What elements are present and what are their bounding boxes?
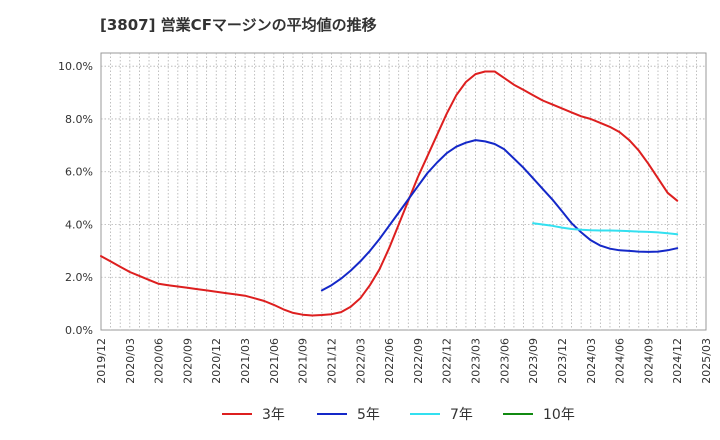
x-tick-label: 2022/03 xyxy=(354,338,367,384)
x-tick-label: 2021/12 xyxy=(325,338,338,384)
legend-label: 7年 xyxy=(450,407,473,423)
y-tick-label: 6.0% xyxy=(65,166,93,179)
x-tick-label: 2022/12 xyxy=(441,338,454,384)
y-tick-label: 8.0% xyxy=(65,113,93,126)
x-tick-label: 2024/09 xyxy=(642,338,655,384)
series-line xyxy=(320,139,679,292)
x-tick-label: 2019/12 xyxy=(95,338,108,384)
x-tick-label: 2023/06 xyxy=(498,338,511,384)
x-tick-label: 2025/03 xyxy=(700,338,713,384)
series-line xyxy=(532,222,679,236)
x-tick-label: 2023/03 xyxy=(470,338,483,384)
x-tick-label: 2021/06 xyxy=(268,338,281,384)
x-tick-label: 2023/09 xyxy=(527,338,540,384)
x-tick-label: 2022/09 xyxy=(412,338,425,384)
y-tick-label: 10.0% xyxy=(58,60,93,73)
y-tick-label: 4.0% xyxy=(65,218,93,231)
x-tick-label: 2020/12 xyxy=(210,338,223,384)
series-group xyxy=(100,70,679,317)
x-axis: 2019/12 2020/03 2020/06 2020/09 2020/12 2021/… xyxy=(95,338,713,384)
x-tick-label: 2024/03 xyxy=(585,338,598,384)
x-tick-label: 2024/12 xyxy=(671,338,684,384)
plot-area xyxy=(100,52,707,331)
x-tick-label: 2023/12 xyxy=(556,338,569,384)
chart-title: [3807] 営業CFマージンの平均値の推移 xyxy=(100,16,377,34)
legend: 3年 5年 7年 10年 xyxy=(222,407,575,423)
x-tick-label: 2021/03 xyxy=(239,338,252,384)
x-tick-label: 2022/06 xyxy=(383,338,396,384)
x-tick-label: 2020/03 xyxy=(124,338,137,384)
grid xyxy=(101,53,706,330)
legend-label: 10年 xyxy=(543,407,575,423)
y-tick-label: 2.0% xyxy=(65,271,93,284)
x-tick-label: 2024/06 xyxy=(614,338,627,384)
legend-label: 3年 xyxy=(262,407,285,423)
y-axis: 0.0% 2.0% 4.0% 6.0% 8.0% 10.0% xyxy=(58,60,93,337)
series-line xyxy=(100,70,679,317)
x-tick-label: 2020/09 xyxy=(181,338,194,384)
y-tick-label: 0.0% xyxy=(65,324,93,337)
x-tick-label: 2020/06 xyxy=(153,338,166,384)
x-tick-label: 2021/09 xyxy=(297,338,310,384)
legend-label: 5年 xyxy=(357,407,380,423)
